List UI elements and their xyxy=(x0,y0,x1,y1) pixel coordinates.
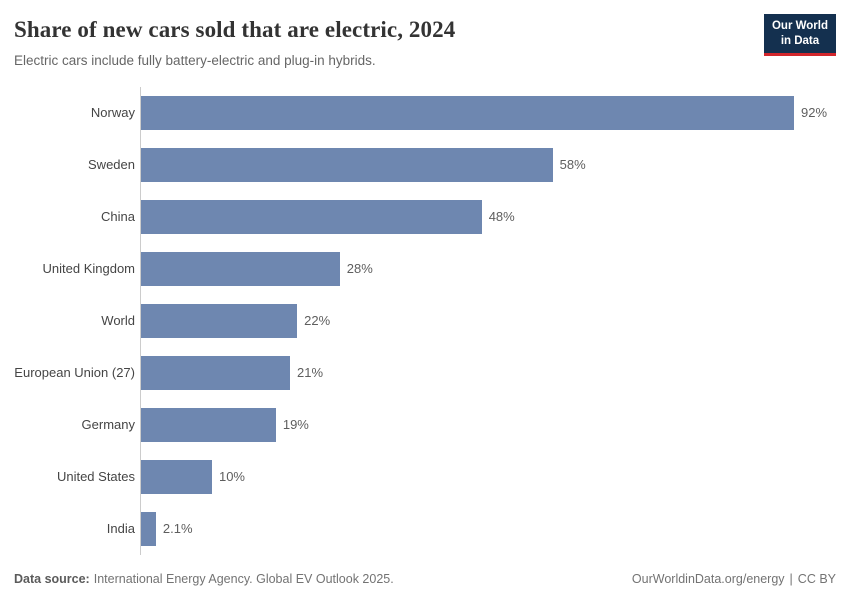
value-label: 21% xyxy=(297,365,324,381)
value-label: 28% xyxy=(346,261,373,277)
bar[interactable] xyxy=(141,95,794,130)
value-label: 19% xyxy=(282,417,309,433)
footer-url-link[interactable]: OurWorldinData.org/energy xyxy=(631,572,785,586)
bar-track: 48% xyxy=(140,190,836,243)
bar-track: 21% xyxy=(140,346,836,399)
bar[interactable] xyxy=(141,303,298,338)
category-label: Sweden xyxy=(88,157,135,173)
bar-row: United States 10% xyxy=(14,450,836,503)
data-source-label: Data source: xyxy=(14,572,90,586)
value-label: 2.1% xyxy=(162,521,193,537)
value-label: 10% xyxy=(218,469,245,485)
bar[interactable] xyxy=(141,147,553,182)
bar[interactable] xyxy=(141,251,340,286)
bar-row: Germany 19% xyxy=(14,398,836,451)
bar[interactable] xyxy=(141,407,276,442)
bar-track: 19% xyxy=(140,398,836,451)
category-label: Germany xyxy=(81,417,135,433)
bar-track: 92% xyxy=(140,86,836,139)
category-label: European Union (27) xyxy=(14,365,135,381)
bar-track: 10% xyxy=(140,450,836,503)
bar[interactable] xyxy=(141,459,212,494)
bar-chart: Norway 92% Sweden 58% China 48% United Kingdom… xyxy=(0,86,850,555)
value-label: 22% xyxy=(304,313,331,329)
category-label: United States xyxy=(56,469,135,485)
bar[interactable] xyxy=(141,199,482,234)
owid-logo: Our World in Data xyxy=(763,14,836,56)
data-source: Data source: International Energy Agency.… xyxy=(14,572,394,586)
footer-license-link[interactable]: CC BY xyxy=(797,572,836,586)
category-label: India xyxy=(106,521,135,537)
bar-track: 28% xyxy=(140,242,836,295)
category-label: United Kingdom xyxy=(42,261,136,277)
bar-track: 22% xyxy=(140,294,836,347)
chart-footer: Data source: International Energy Agency.… xyxy=(0,572,850,586)
chart-header: Share of new cars sold that are electric… xyxy=(0,0,850,68)
bar-row: Norway 92% xyxy=(14,86,836,139)
data-source-text: International Energy Agency. Global EV O… xyxy=(93,572,394,586)
bar[interactable] xyxy=(141,511,156,546)
value-label: 58% xyxy=(559,157,586,173)
bar-row: World 22% xyxy=(14,294,836,347)
bar-row: European Union (27) 21% xyxy=(14,346,836,399)
footer-links: OurWorldinData.org/energy | CC BY xyxy=(632,572,836,586)
category-label: China xyxy=(101,209,135,225)
bar-row: China 48% xyxy=(14,190,836,243)
value-label: 48% xyxy=(488,209,515,225)
bar-track: 2.1% xyxy=(140,502,836,555)
chart-subtitle: Electric cars include fully battery-elec… xyxy=(14,52,376,68)
value-label: 92% xyxy=(801,105,828,121)
category-label: Norway xyxy=(90,105,135,121)
bar-row: United Kingdom 28% xyxy=(14,242,836,295)
owid-logo-line1: Our World xyxy=(771,20,828,32)
page-title: Share of new cars sold that are electric… xyxy=(14,17,456,42)
category-label: World xyxy=(101,313,135,329)
bar[interactable] xyxy=(141,355,291,390)
footer-separator: | xyxy=(789,572,793,586)
bar-row: Sweden 58% xyxy=(14,138,836,191)
bar-row: India 2.1% xyxy=(14,502,836,555)
owid-logo-line2: in Data xyxy=(780,34,820,47)
bar-track: 58% xyxy=(140,138,836,191)
